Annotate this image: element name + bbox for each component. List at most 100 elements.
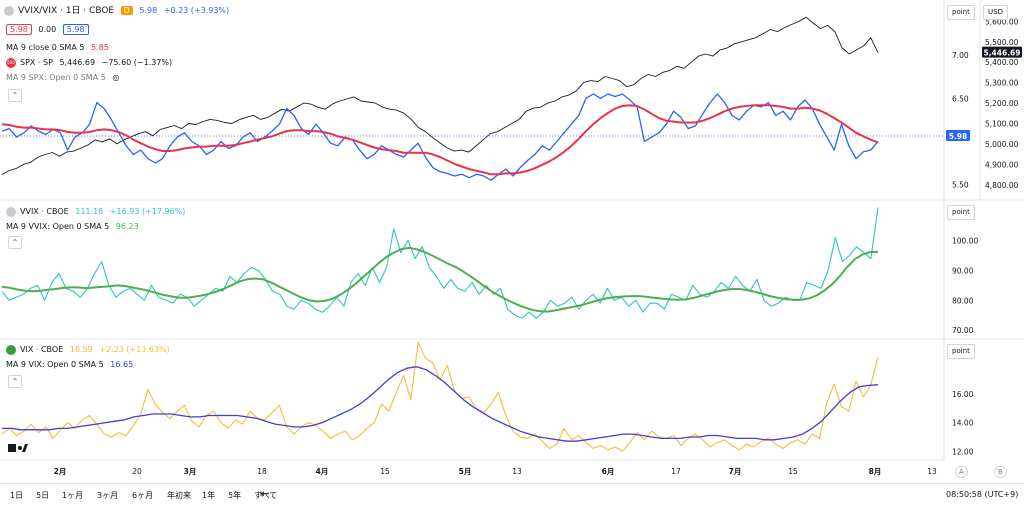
tradingview-logo-icon <box>8 444 28 452</box>
x-axis-tick: 7月 <box>729 467 742 476</box>
x-axis-tick: 17 <box>671 467 681 476</box>
vvix-ma-line <box>1 246 879 313</box>
ma-vvix-legend: MA 9 VVIX: Open 0 SMA 5 96.23 <box>6 221 143 233</box>
ma-vix-label: MA 9 VIX: Open 0 SMA 5 <box>6 360 104 369</box>
vix-change: +2.23 (+13.63%) <box>99 345 170 354</box>
bid-ask-row: 5.98 0.00 5.98 <box>6 24 93 36</box>
auto-scale-button[interactable]: A <box>955 466 968 478</box>
ma-ratio-legend: MA 9 close 0 SMA 5 5.85 <box>6 42 113 54</box>
spx-axis-tick: 5,200.00 <box>985 99 1019 108</box>
pane1-point-button[interactable]: point <box>947 5 975 20</box>
x-axis-tick: 6月 <box>602 467 615 476</box>
spx-axis-tick: 5,100.00 <box>985 119 1019 128</box>
collapse-vix-legend-button[interactable]: ⌃ <box>8 375 22 388</box>
vvix-legend: VVIX · CBOE 111.18 +16.93 (+17.96%) <box>6 206 189 218</box>
hidden-eye-icon[interactable]: ◎ <box>112 73 120 82</box>
ask-price[interactable]: 5.98 <box>62 24 89 35</box>
timeframe-button[interactable]: 1ヶ月 <box>62 491 84 500</box>
vix-ma-line <box>2 366 879 442</box>
log-scale-button[interactable]: B <box>994 466 1007 478</box>
spread-value: 0.00 <box>38 25 57 34</box>
vix-axis-tick: 12.00 <box>952 447 974 456</box>
x-axis-tick: 18 <box>257 467 267 476</box>
x-axis-tick: 8月 <box>869 467 882 476</box>
ratio-price-tag: 5.98 <box>949 132 968 141</box>
vvix-value: 111.18 <box>75 207 104 216</box>
x-axis-tick: 15 <box>380 467 390 476</box>
vix-value: 18.59 <box>69 345 93 354</box>
spx-axis-tick: 4,900.00 <box>985 160 1019 169</box>
ma-ratio-value: 5.85 <box>90 43 109 52</box>
spx-price-tag: 5,446.69 <box>983 49 1020 58</box>
ratio-axis-tick: 7.00 <box>952 51 969 60</box>
vvix-logo-icon <box>6 206 16 217</box>
clock: 08:50:58 (UTC+9) <box>946 490 1019 499</box>
spx-axis-tick: 5,000.00 <box>985 140 1019 149</box>
collapse-vvix-legend-button[interactable]: ⌃ <box>8 236 22 249</box>
timeframe-button[interactable]: 3ヶ月 <box>97 491 119 500</box>
timeframe-button[interactable]: すべて <box>254 491 278 500</box>
currency-button[interactable]: USD <box>983 5 1008 20</box>
vvix-axis-tick: 80.00 <box>952 296 974 305</box>
ratio-axis-tick: 6.50 <box>952 94 969 103</box>
timeframe-button[interactable]: 年初来 <box>167 491 191 500</box>
vvix-label: VVIX · CBOE <box>20 207 69 216</box>
vvix-change: +16.93 (+17.96%) <box>109 207 186 216</box>
symbol-title[interactable]: VVIX/VIX · 1日 · CBOE <box>18 6 115 16</box>
daily-badge: D <box>120 6 133 15</box>
bottom-toolbar: 1日 5日 1ヶ月 3ヶ月 6ヶ月 年初来 1年 5年 すべて ⇤ 08:50:58 (UTC+… <box>0 483 1024 508</box>
collapse-legend-button[interactable]: ⌃ <box>8 89 22 102</box>
x-axis-tick: 13 <box>927 467 937 476</box>
vvix-line <box>1 207 879 319</box>
pane2-point-button[interactable]: point <box>947 205 975 220</box>
ma-vvix-label: MA 9 VVIX: Open 0 SMA 5 <box>6 222 110 231</box>
x-axis-tick: 15 <box>788 467 798 476</box>
x-axis-tick: 13 <box>512 467 522 476</box>
last-price: 5.98 <box>139 6 158 15</box>
spx-value: 5,446.69 <box>59 58 96 67</box>
spx-line <box>1 16 879 175</box>
vix-label: VIX · CBOE <box>20 345 64 354</box>
vvix-axis-tick: 100.00 <box>952 237 978 246</box>
timeframe-button[interactable]: 1年 <box>202 491 216 500</box>
vix-axis-tick: 14.00 <box>952 419 974 428</box>
vvix-axis-tick: 70.00 <box>952 326 974 335</box>
x-axis-tick: 5月 <box>459 467 472 476</box>
spx-badge: 500 <box>6 57 16 68</box>
bid-price[interactable]: 5.98 <box>6 24 32 35</box>
ma-vix-legend: MA 9 VIX: Open 0 SMA 5 16.65 <box>6 359 137 371</box>
vvix-axis-tick: 90.00 <box>952 266 974 275</box>
timeframe-button[interactable]: 1日 <box>10 491 24 500</box>
x-axis-tick: 3月 <box>184 467 197 476</box>
spx-label: SPX · SP <box>20 58 53 67</box>
main-legend-row: VVIX/VIX · 1日 · CBOE D 5.98 +0.23 (+3.93… <box>4 5 233 17</box>
x-axis-tick: 4月 <box>316 467 329 476</box>
ratio-ma-line <box>1 104 879 176</box>
pane3-point-button[interactable]: point <box>947 344 975 359</box>
ma-spx-label: MA 9 SPX: Open 0 SMA 5 <box>6 73 106 82</box>
price-change: +0.23 (+3.93%) <box>163 6 230 15</box>
ratio-price-tag-bg <box>946 130 970 141</box>
vix-legend: VIX · CBOE 18.59 +2.23 (+13.63%) <box>6 344 174 356</box>
spx-axis-tick: 5,500.00 <box>985 38 1019 47</box>
spx-legend: 500 SPX · SP 5,446.69 −75.60 (−1.37%) <box>6 57 176 69</box>
spx-change: −75.60 (−1.37%) <box>101 58 173 67</box>
ma-spx-legend: MA 9 SPX: Open 0 SMA 5 ◎ <box>6 72 123 84</box>
chart-canvas: 7.507.006.505.505,600.005,500.005,400.00… <box>0 0 1024 476</box>
ma-ratio-label: MA 9 close 0 SMA 5 <box>6 43 85 52</box>
x-axis-tick: 2月 <box>54 467 67 476</box>
spx-price-tag-bg <box>982 46 1022 58</box>
symbol-logo-icon <box>4 5 14 16</box>
ratio-axis-tick: 5.50 <box>952 181 969 190</box>
spx-axis-tick: 5,300.00 <box>985 79 1019 88</box>
x-axis-tick: 20 <box>132 467 142 476</box>
ratio-line <box>1 93 879 181</box>
ma-vix-value: 16.65 <box>110 360 134 369</box>
vix-logo-icon <box>6 344 16 355</box>
date-range-icon[interactable]: ⇤ <box>260 487 270 500</box>
timeframe-button[interactable]: 5年 <box>228 491 242 500</box>
timeframe-button[interactable]: 6ヶ月 <box>132 491 154 500</box>
ma-vvix-value: 96.23 <box>115 222 139 231</box>
timeframe-button[interactable]: 5日 <box>36 491 50 500</box>
spx-axis-tick: 5,400.00 <box>985 58 1019 67</box>
